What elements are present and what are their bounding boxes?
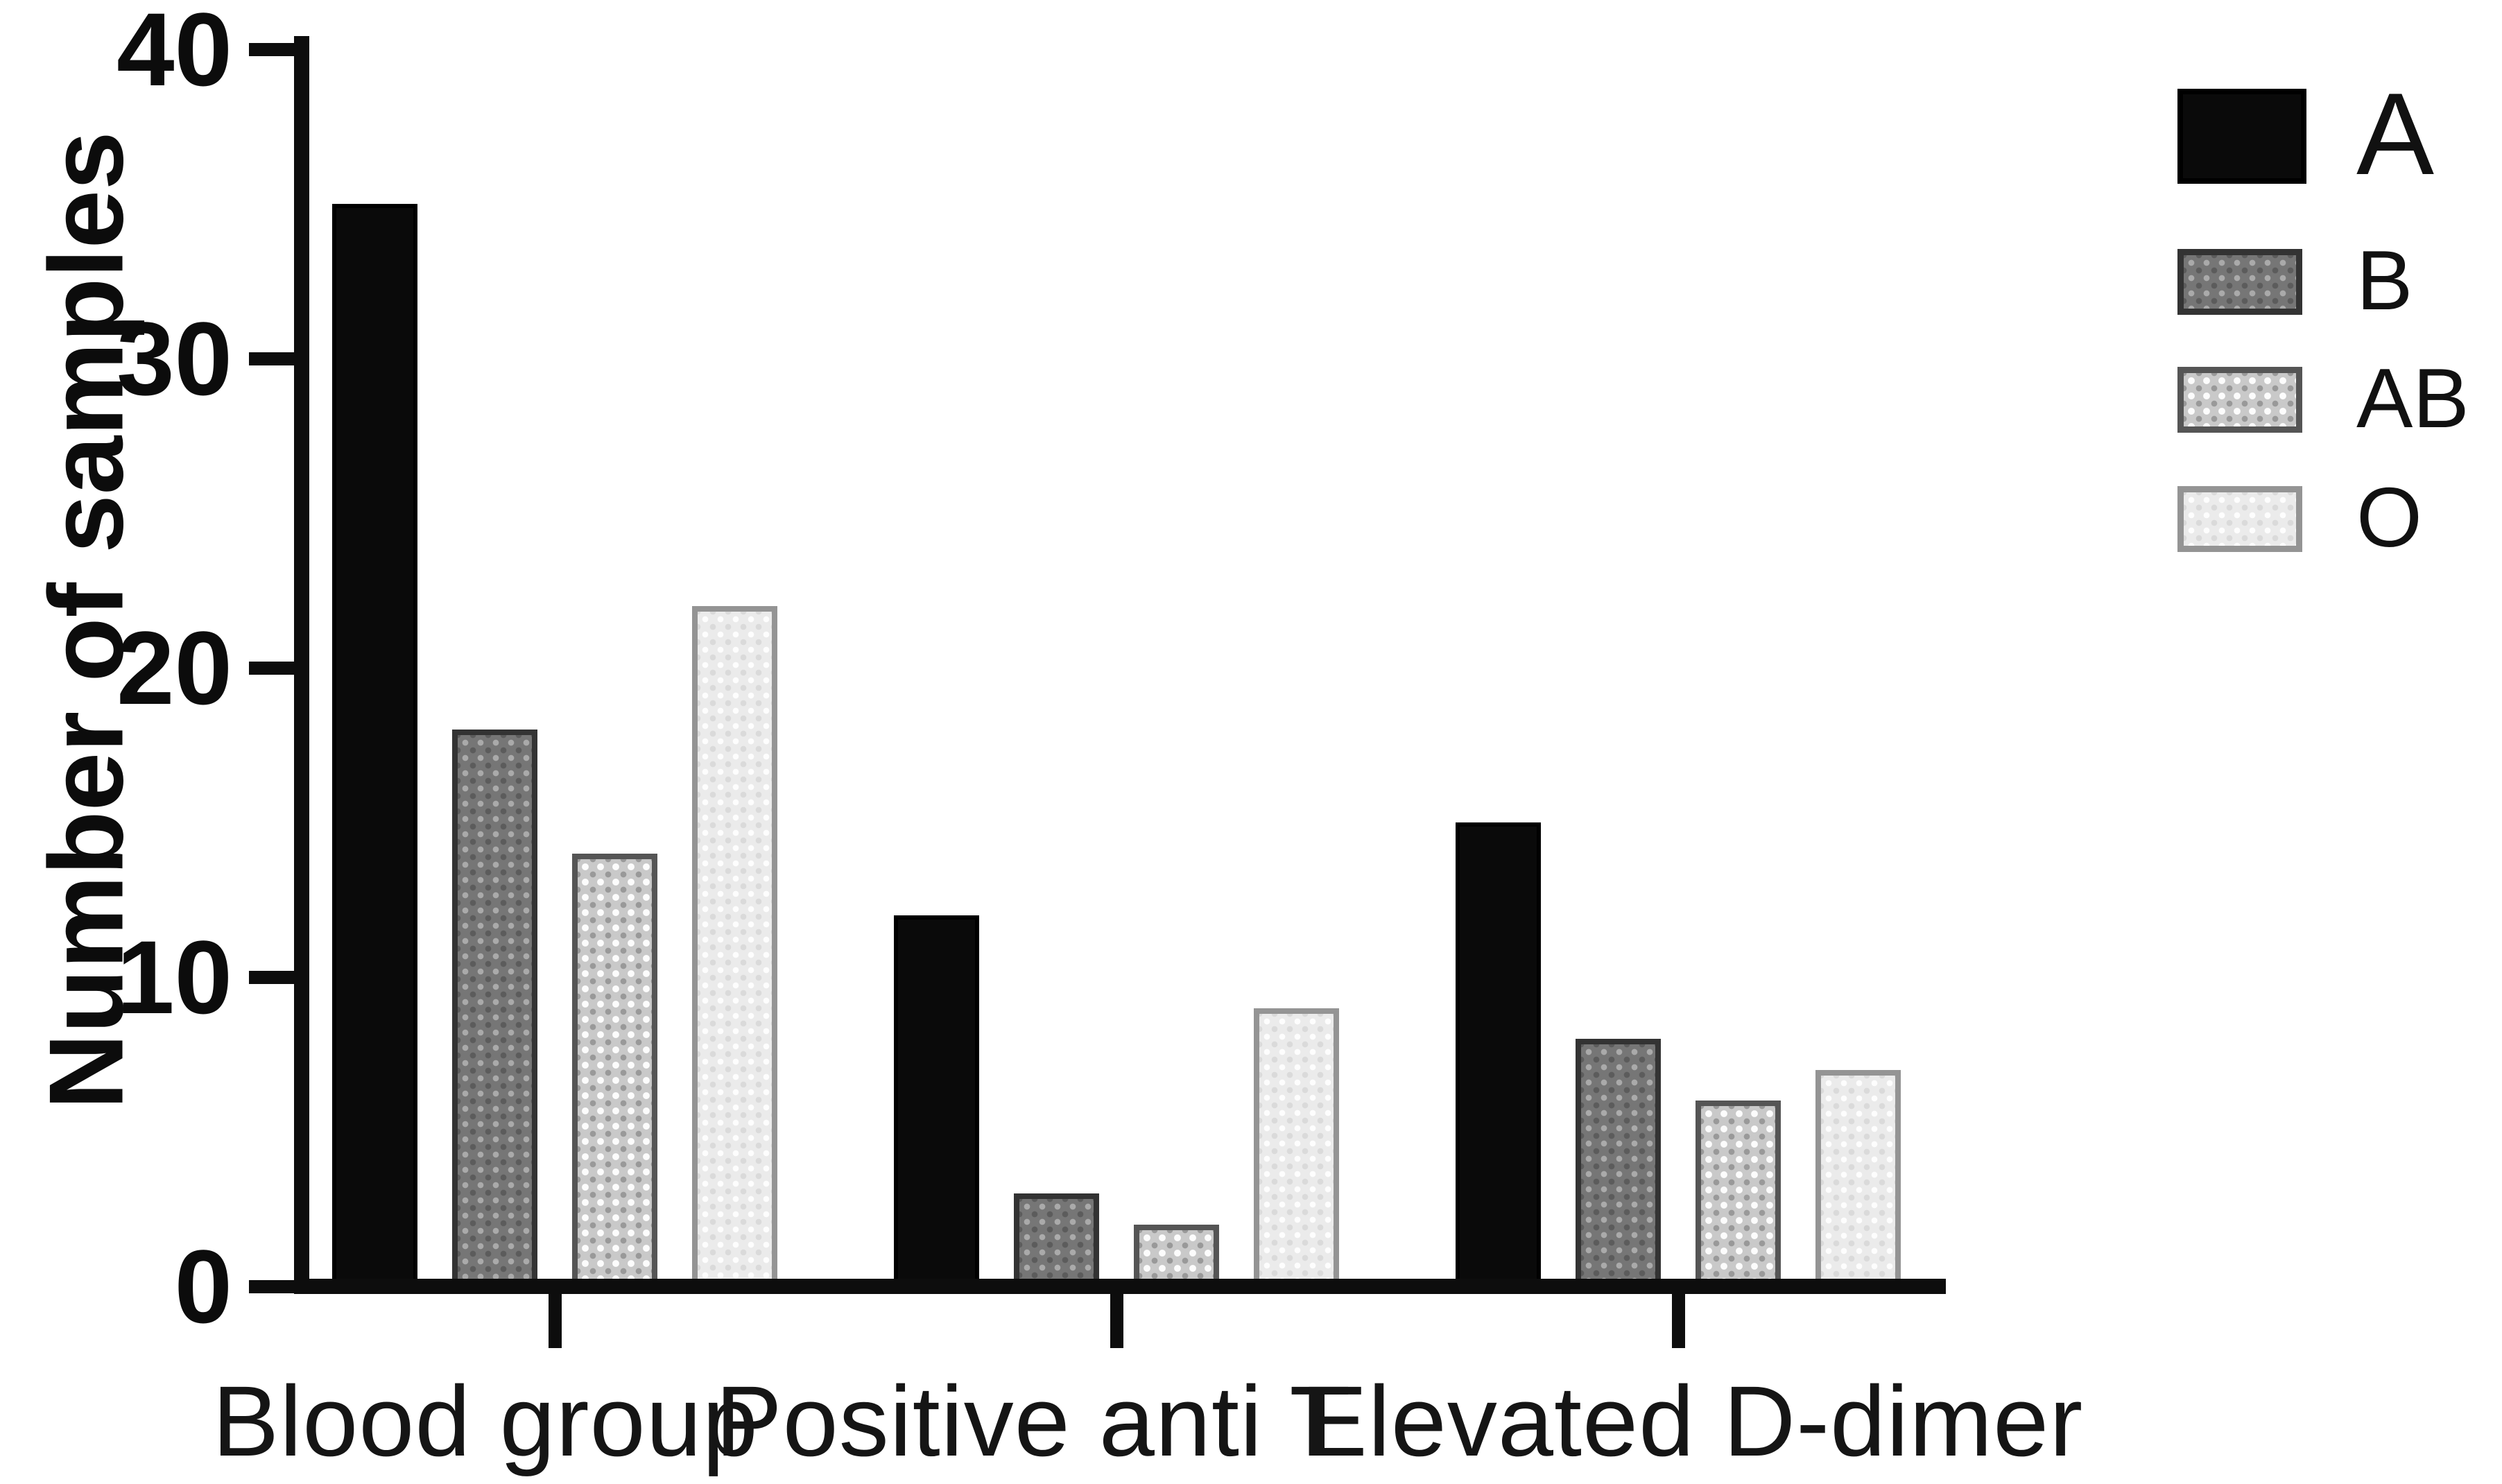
y-tick bbox=[249, 1280, 302, 1293]
bar-A-blood-group bbox=[332, 204, 417, 1286]
x-axis-line bbox=[294, 1279, 1946, 1294]
bar-AB-blood-group bbox=[572, 854, 657, 1286]
bar-AB-elevated-d-dimer bbox=[1696, 1101, 1781, 1286]
y-tick-label: 10 bbox=[117, 919, 232, 1035]
legend-swatch-O bbox=[2177, 485, 2302, 552]
legend-swatch-B bbox=[2177, 248, 2302, 315]
bar-AB-positive-anti-t bbox=[1134, 1225, 1219, 1286]
y-tick bbox=[249, 662, 302, 675]
legend-label-A: A bbox=[2356, 68, 2435, 199]
x-category-label: Blood group bbox=[212, 1365, 759, 1477]
legend-swatch-AB bbox=[2177, 366, 2302, 433]
legend-label-B: B bbox=[2356, 232, 2413, 327]
bar-A-positive-anti-t bbox=[894, 915, 979, 1286]
y-tick-label: 30 bbox=[117, 300, 232, 417]
bar-B-elevated-d-dimer bbox=[1576, 1039, 1661, 1286]
bar-B-blood-group bbox=[452, 730, 537, 1286]
bar-B-positive-anti-t bbox=[1014, 1193, 1099, 1286]
bar-O-blood-group bbox=[692, 606, 777, 1286]
x-category-label: Positive anti T bbox=[715, 1365, 1352, 1477]
y-tick bbox=[249, 971, 302, 984]
x-tick bbox=[549, 1291, 562, 1348]
bar-O-positive-anti-t bbox=[1254, 1008, 1339, 1286]
y-tick bbox=[249, 352, 302, 365]
bar-O-elevated-d-dimer bbox=[1815, 1070, 1901, 1286]
x-category-label: Elevated D-dimer bbox=[1300, 1365, 2084, 1477]
y-tick-label: 0 bbox=[174, 1228, 232, 1345]
legend-swatch-A bbox=[2177, 88, 2306, 184]
legend-label-AB: AB bbox=[2356, 350, 2469, 445]
x-tick bbox=[1110, 1291, 1123, 1348]
legend-label-O: O bbox=[2356, 469, 2422, 564]
y-tick-label: 20 bbox=[117, 610, 232, 726]
y-tick bbox=[249, 43, 302, 56]
bar-A-elevated-d-dimer bbox=[1456, 822, 1541, 1286]
x-tick bbox=[1672, 1291, 1685, 1348]
y-tick-label: 40 bbox=[117, 0, 232, 107]
